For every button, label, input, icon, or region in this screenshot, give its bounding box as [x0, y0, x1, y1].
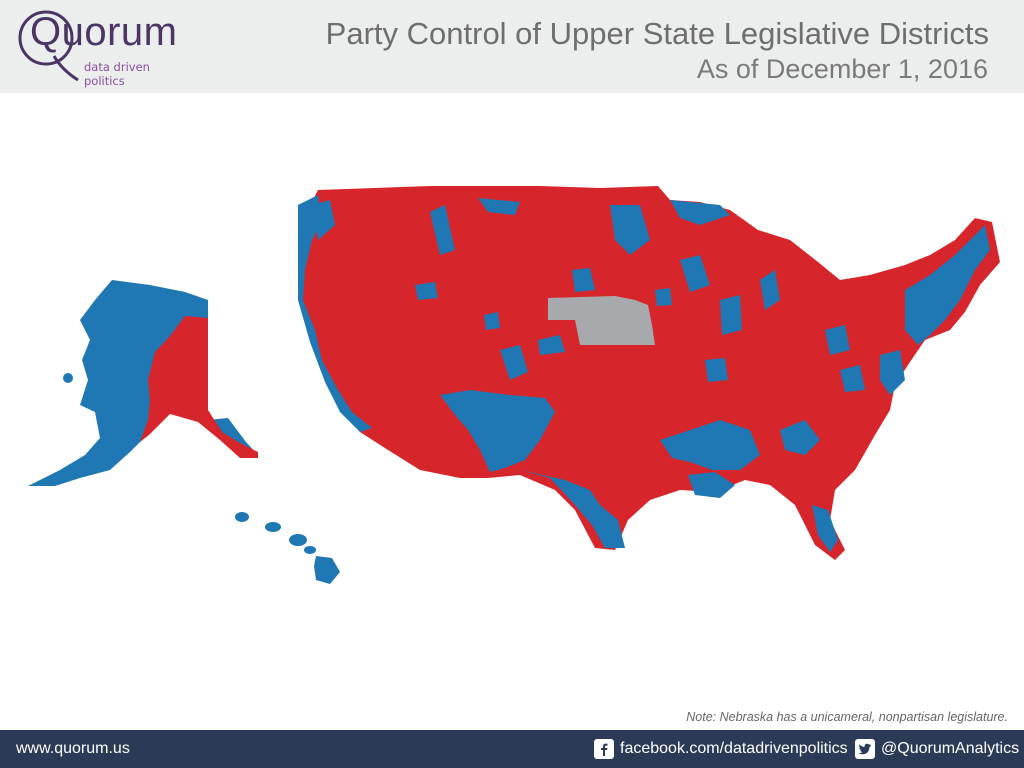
- twitter-icon: [855, 739, 875, 759]
- contiguous-us-democrat-great-lakes: [670, 200, 730, 225]
- facebook-link[interactable]: facebook.com/datadrivenpolitics: [594, 739, 848, 759]
- twitter-handle: @QuorumAnalytics: [881, 740, 1020, 757]
- contiguous-us-democrat-idaho: [430, 205, 455, 255]
- contiguous-us-democrat-minnesota: [610, 205, 650, 255]
- hawaii-island-3: [289, 534, 307, 546]
- contiguous-us-democrat-virginia: [840, 365, 865, 392]
- contiguous-us-republican: [300, 186, 1000, 560]
- contiguous-us-democrat-seattle: [312, 200, 335, 240]
- contiguous-us-democrat-texas-border: [520, 470, 625, 548]
- contiguous-us-democrat-iowa: [655, 288, 672, 306]
- contiguous-us-democrat-wisconsin: [680, 255, 710, 292]
- twitter-link[interactable]: @QuorumAnalytics: [855, 739, 1019, 759]
- contiguous-us-democrat-montana: [478, 198, 520, 215]
- facebook-icon: [594, 739, 614, 759]
- alaska-republican: [140, 316, 258, 458]
- contiguous-us-democrat-louisiana: [688, 472, 735, 498]
- contiguous-us-democrat-ohio: [825, 325, 850, 355]
- hawaii-island-1: [235, 512, 249, 522]
- contiguous-us-democrat-southwest: [440, 390, 555, 472]
- nebraska-note: Note: Nebraska has a unicameral, nonpart…: [686, 710, 1008, 724]
- contiguous-us-democrat-missouri: [705, 358, 728, 382]
- alaska: [28, 280, 258, 486]
- header-bar: Quorum data driven politics Party Contro…: [0, 0, 1024, 93]
- alaska-island: [63, 373, 73, 383]
- contiguous-us-democrat-south-dakota: [572, 268, 595, 292]
- contiguous-us-democrat-utah: [484, 312, 500, 330]
- logo-name: Quorum: [30, 10, 178, 54]
- hawaii-island-4: [304, 546, 316, 554]
- contiguous-us-democrat-michigan: [760, 270, 780, 310]
- us-district-map: [28, 186, 1000, 584]
- contiguous-us-democrat-illinois: [720, 295, 742, 335]
- quorum-logo[interactable]: Quorum data driven politics: [14, 4, 194, 88]
- logo-tagline: data driven politics: [84, 60, 150, 88]
- hawaii: [235, 512, 340, 584]
- logo-q-mark: [18, 10, 79, 82]
- contiguous-us-democrat-west-coast: [298, 195, 372, 432]
- contiguous-us-democrat-northeast: [905, 225, 990, 345]
- contiguous-us-democrat-new-mexico: [500, 345, 528, 380]
- website-link[interactable]: www.quorum.us: [16, 740, 130, 757]
- contiguous-us-democrat-mid-atlantic: [880, 350, 905, 395]
- contiguous-us-democrat-georgia: [780, 420, 820, 455]
- contiguous-us-democrat-southeast: [660, 420, 760, 470]
- alaska-democrat: [28, 280, 258, 486]
- hawaii-island-2: [265, 522, 281, 532]
- contiguous-us: [298, 186, 1000, 560]
- hawaii-big-island: [314, 556, 340, 584]
- facebook-handle: facebook.com/datadrivenpolitics: [620, 740, 848, 757]
- page-subtitle: As of December 1, 2016: [696, 54, 988, 84]
- contiguous-us-democrat-wyoming: [415, 282, 438, 300]
- contiguous-us-democrat-florida: [812, 505, 838, 552]
- page-title: Party Control of Upper State Legislative…: [325, 16, 989, 51]
- nebraska-nonpartisan: [548, 296, 655, 345]
- footer-bar: www.quorum.us facebook.com/datadrivenpol…: [0, 730, 1024, 768]
- contiguous-us-democrat-colorado: [538, 335, 565, 355]
